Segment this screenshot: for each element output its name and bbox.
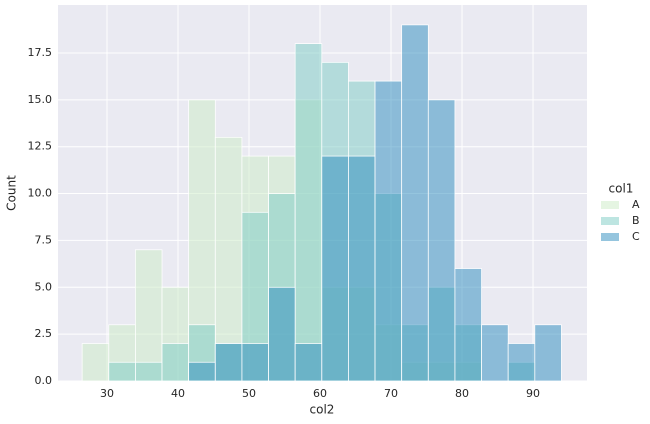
- legend-label: B: [632, 214, 640, 227]
- bar: [534, 324, 562, 382]
- y-tick-label: 17.5: [28, 46, 53, 59]
- x-tick-label: 50: [242, 387, 256, 400]
- bar: [214, 136, 243, 382]
- x-tick-label: 90: [526, 387, 540, 400]
- x-axis-label: col2: [310, 403, 335, 417]
- bar: [81, 343, 110, 382]
- bar: [321, 155, 349, 382]
- bar: [427, 99, 456, 382]
- legend-swatch: [601, 217, 619, 225]
- bar: [294, 43, 323, 382]
- bar: [348, 155, 376, 382]
- x-tick-label: 30: [100, 387, 114, 400]
- y-tick-label: 0.0: [35, 374, 53, 387]
- y-tick-label: 7.5: [35, 233, 53, 246]
- y-tick-label: 12.5: [28, 140, 53, 153]
- y-tick-label: 2.5: [35, 327, 53, 340]
- x-tick-label: 40: [171, 387, 185, 400]
- bar: [135, 249, 163, 382]
- x-tick-label: 70: [384, 387, 398, 400]
- x-tick-label: 80: [455, 387, 469, 400]
- bar: [135, 361, 163, 382]
- legend-label: A: [632, 198, 640, 211]
- legend-swatch: [601, 201, 619, 209]
- y-tick-label: 15.0: [28, 93, 53, 106]
- x-tick-label: 60: [313, 387, 327, 400]
- bar: [214, 343, 243, 382]
- bar: [188, 361, 216, 382]
- bar: [268, 286, 296, 382]
- bar: [108, 361, 136, 382]
- bar: [294, 343, 323, 382]
- bar: [454, 268, 482, 382]
- legend-title: col1: [609, 182, 634, 196]
- y-axis-label: Count: [5, 175, 19, 211]
- bar: [241, 343, 269, 382]
- bar: [374, 80, 403, 382]
- bar: [481, 324, 509, 382]
- bar: [401, 24, 429, 382]
- legend-label: C: [632, 230, 640, 243]
- y-tick-label: 5.0: [35, 280, 53, 293]
- legend-swatch: [601, 233, 619, 241]
- y-tick-label: 10.0: [28, 187, 53, 200]
- bar: [161, 343, 190, 382]
- bar: [507, 343, 536, 382]
